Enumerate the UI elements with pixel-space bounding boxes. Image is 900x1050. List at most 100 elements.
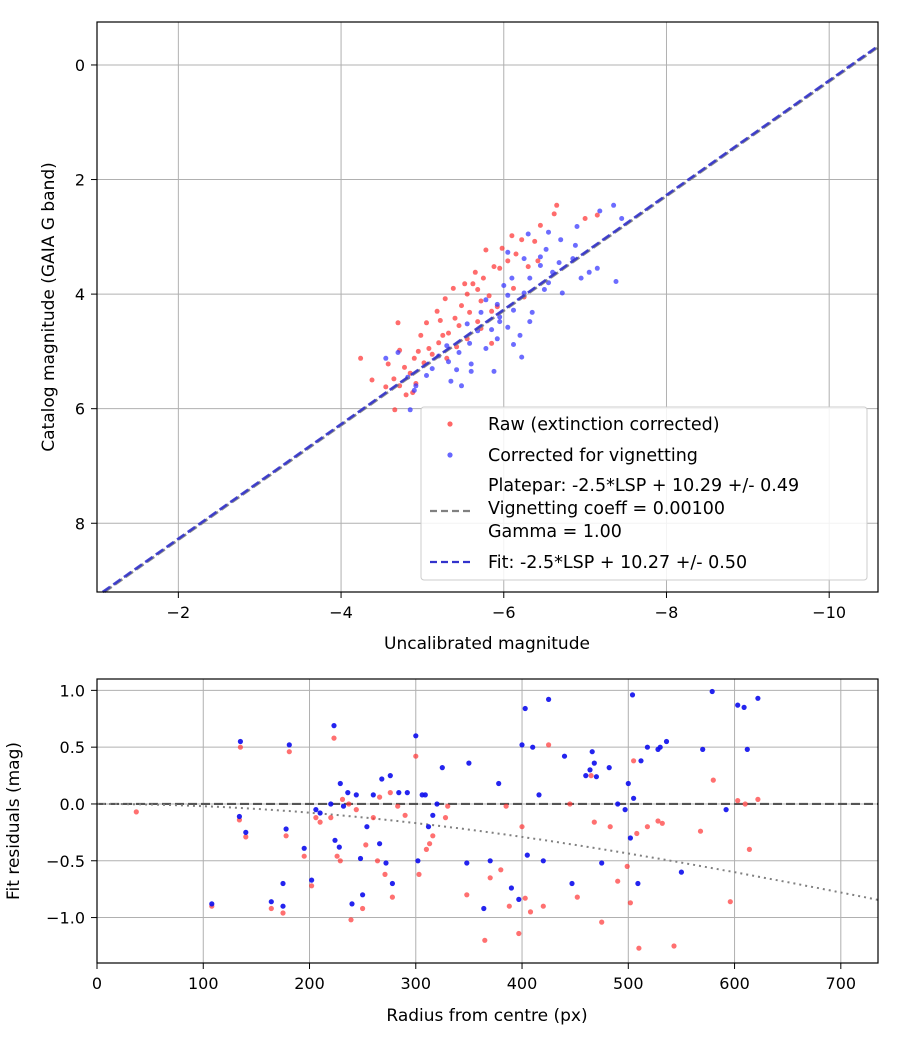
- top-point-raw: [452, 315, 458, 321]
- bottom-point-corrected: [593, 774, 600, 780]
- top-point-corrected: [424, 373, 429, 378]
- bottom-point-corrected: [524, 852, 530, 858]
- top-point-corrected: [509, 275, 515, 281]
- top-point-corrected: [497, 319, 503, 325]
- bottom-point-raw: [402, 812, 408, 818]
- bottom-x-tick-label: 200: [294, 974, 325, 993]
- bottom-point-raw: [546, 742, 552, 748]
- bottom-x-tick-label: 300: [401, 974, 432, 993]
- bottom-point-raw: [387, 790, 393, 796]
- top-point-raw: [497, 265, 503, 271]
- bottom-point-corrected: [700, 746, 706, 753]
- bottom-x-tick-label: 500: [613, 974, 644, 993]
- top-point-raw: [411, 355, 417, 361]
- bottom-point-corrected: [243, 829, 249, 836]
- bottom-point-corrected: [280, 903, 286, 909]
- top-point-corrected: [511, 342, 516, 347]
- bottom-point-corrected: [663, 738, 670, 745]
- bottom-point-raw: [697, 828, 704, 834]
- top-point-raw: [478, 298, 484, 304]
- top-axes-frame: [96, 21, 879, 593]
- top-point-corrected: [494, 301, 500, 307]
- bottom-point-corrected: [313, 807, 319, 813]
- bottom-point-raw: [374, 858, 381, 864]
- bottom-point-raw: [445, 803, 451, 809]
- bottom-point-corrected: [360, 892, 366, 898]
- bottom-point-raw: [309, 883, 315, 889]
- top-point-raw: [537, 222, 543, 228]
- bottom-point-corrected: [301, 845, 307, 851]
- top-point-raw: [369, 377, 375, 383]
- top-x-tick-label: −8: [655, 603, 679, 622]
- bottom-x-axis-label: Radius from centre (px): [386, 1006, 587, 1026]
- bottom-point-corrected: [309, 877, 315, 883]
- top-point-raw: [551, 211, 557, 217]
- bottom-point-raw: [482, 937, 488, 943]
- top-point-corrected: [529, 309, 535, 315]
- bottom-point-corrected: [635, 880, 641, 887]
- top-point-raw: [437, 318, 443, 323]
- bottom-point-corrected: [744, 746, 750, 753]
- top-y-tick-label: 8: [75, 514, 85, 533]
- bottom-x-tick-label: 700: [826, 974, 857, 993]
- bottom-point-raw: [301, 853, 307, 859]
- bottom-point-corrected: [280, 880, 286, 887]
- bottom-point-raw: [516, 930, 522, 937]
- top-point-corrected: [527, 319, 533, 325]
- bottom-point-raw: [519, 824, 525, 830]
- bottom-point-corrected: [430, 812, 436, 818]
- bottom-x-tick-label: 0: [92, 974, 102, 993]
- bottom-point-corrected: [466, 760, 472, 766]
- top-x-tick-label: −6: [492, 603, 516, 622]
- bottom-point-corrected: [589, 749, 595, 755]
- bottom-point-corrected: [644, 744, 651, 750]
- top-point-corrected: [468, 361, 474, 367]
- bottom-point-corrected: [561, 753, 568, 759]
- bottom-point-raw: [746, 846, 753, 853]
- bottom-point-raw: [442, 815, 449, 821]
- top-y-tick-label: 4: [75, 285, 85, 304]
- top-point-corrected: [558, 237, 564, 243]
- top-point-raw: [440, 332, 446, 338]
- bottom-point-corrected: [283, 826, 289, 832]
- bottom-point-corrected: [755, 695, 761, 701]
- top-point-corrected: [444, 343, 450, 349]
- bottom-grid: [96, 679, 878, 963]
- bottom-point-raw: [503, 803, 509, 809]
- top-point-corrected: [527, 275, 533, 281]
- top-point-raw: [403, 392, 409, 398]
- bottom-point-raw: [755, 796, 761, 803]
- bottom-point-corrected: [404, 790, 410, 796]
- top-lines: [101, 45, 879, 594]
- top-point-corrected: [446, 359, 451, 365]
- top-point-corrected: [597, 208, 603, 214]
- top-point-raw: [385, 361, 391, 367]
- top-x-tick-label: −4: [329, 603, 353, 622]
- top-point-corrected: [456, 350, 462, 355]
- bottom-point-corrected: [741, 704, 747, 711]
- bottom-point-raw: [427, 841, 433, 847]
- bottom-point-corrected: [353, 792, 359, 798]
- bottom-point-corrected: [357, 855, 364, 862]
- top-point-raw: [454, 344, 460, 350]
- bottom-point-corrected: [332, 837, 338, 843]
- bottom-point-corrected: [422, 792, 428, 798]
- top-point-corrected: [611, 202, 617, 208]
- bottom-lines: [97, 802, 879, 901]
- bottom-point-corrected: [606, 765, 612, 771]
- bottom-point-corrected: [546, 696, 552, 703]
- bottom-point-corrected: [268, 899, 274, 905]
- bottom-point-raw: [395, 803, 401, 809]
- bottom-point-raw: [268, 905, 274, 912]
- bottom-point-corrected: [387, 773, 393, 779]
- bottom-point-raw: [133, 809, 139, 815]
- bottom-point-corrected: [389, 880, 395, 887]
- bottom-point-raw: [413, 753, 419, 759]
- top-point-raw: [525, 264, 531, 270]
- bottom-point-corrected: [629, 692, 636, 698]
- bottom-point-raw: [631, 758, 637, 764]
- bottom-point-raw: [360, 905, 366, 912]
- legend-label-raw: Raw (extinction corrected): [488, 415, 720, 435]
- bottom-point-corrected: [522, 705, 528, 712]
- top-point-corrected: [559, 290, 565, 296]
